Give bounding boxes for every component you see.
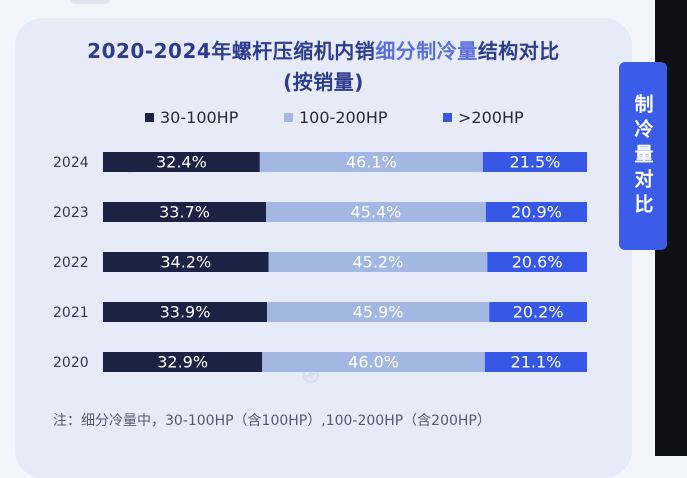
bar-segment <box>485 202 587 222</box>
bar-segment <box>266 202 486 222</box>
legend-swatch <box>145 113 154 122</box>
data-label: 21.1% <box>511 353 562 372</box>
footnote: 注：细分冷量中，30-100HP（含100HP）,100-200HP（含200H… <box>53 413 491 429</box>
data-label: 21.5% <box>510 153 561 172</box>
bar-segment <box>489 302 587 322</box>
category-label: 2024 <box>53 155 89 171</box>
legend-label: 100-200HP <box>299 108 388 127</box>
bar-segment <box>267 302 490 322</box>
bar-segment <box>482 152 587 172</box>
bar-segment <box>103 302 268 322</box>
bar-segment <box>103 352 263 372</box>
legend-label: 30-100HP <box>160 108 239 127</box>
bar-segment <box>484 352 587 372</box>
bar-segment <box>259 152 483 172</box>
side-tab-cooling-capacity[interactable]: 制冷量对比 <box>619 62 667 250</box>
bar-segment <box>262 352 485 372</box>
data-label: 20.9% <box>511 203 562 222</box>
legend-item: >200HP <box>443 108 524 127</box>
data-label: 46.1% <box>346 153 397 172</box>
data-label: 32.9% <box>157 353 208 372</box>
data-label: 45.4% <box>351 203 402 222</box>
category-label: 2023 <box>53 205 89 221</box>
data-label: 33.7% <box>159 203 210 222</box>
data-label: 34.2% <box>160 253 211 272</box>
legend-swatch <box>284 113 293 122</box>
bar-segment <box>487 252 587 272</box>
chart-title-part: 结构对比 <box>477 39 560 63</box>
bar-segment <box>268 252 488 272</box>
data-label: 46.0% <box>348 353 399 372</box>
chart-title-part: 2020-2024年螺杆压缩机内销 <box>87 39 376 63</box>
data-label: 32.4% <box>156 153 207 172</box>
bar-segment <box>103 202 267 222</box>
bar-segment <box>103 252 269 272</box>
chart-title-highlight: 细分制冷量 <box>375 39 478 63</box>
data-label: 20.2% <box>513 303 564 322</box>
legend-swatch <box>443 113 452 122</box>
stacked-bar-chart: 2024 32.4% 46.1% 21.5% 2023 33.7% 45.4% 20.9% 20… <box>53 152 587 372</box>
category-label: 2020 <box>53 355 89 371</box>
category-label: 2022 <box>53 255 89 271</box>
category-label: 2021 <box>53 305 89 321</box>
legend-item: 100-200HP <box>284 108 388 127</box>
top-cutoff-element <box>70 0 110 4</box>
data-label: 45.9% <box>353 303 404 322</box>
data-label: 20.6% <box>512 253 563 272</box>
chart-subtitle: (按销量) <box>283 70 364 94</box>
bar-segment <box>103 152 260 172</box>
chart-card <box>15 18 632 478</box>
data-label: 33.9% <box>160 303 211 322</box>
legend-item: 30-100HP <box>145 108 238 127</box>
data-label: 45.2% <box>352 253 403 272</box>
chart-title: 2020-2024年螺杆压缩机内销细分制冷量结构对比 <box>15 35 632 64</box>
legend-label: >200HP <box>458 108 524 127</box>
